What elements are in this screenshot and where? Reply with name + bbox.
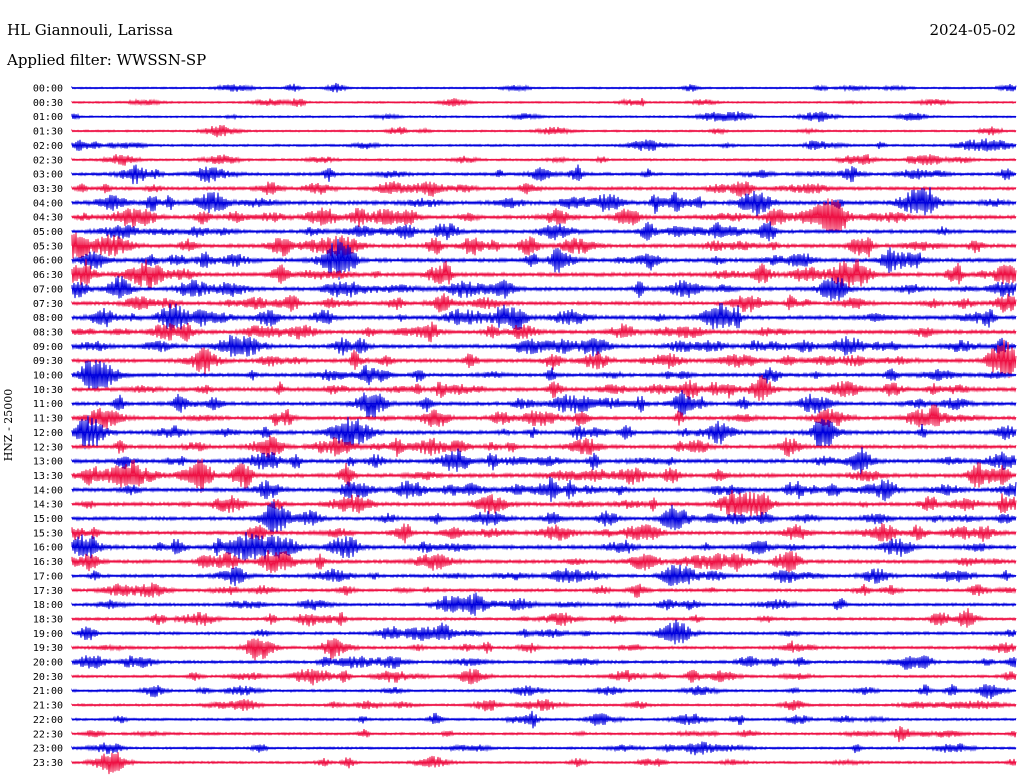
tick-label: 06:30	[33, 270, 63, 281]
tick-label: 05:00	[33, 227, 63, 238]
tick-label: 22:30	[33, 729, 63, 740]
tick-label: 14:00	[33, 485, 63, 496]
tick-label: 15:30	[33, 528, 63, 539]
tick-label: 15:00	[33, 514, 63, 525]
tick-label: 07:30	[33, 299, 63, 310]
tick-label: 04:30	[33, 213, 63, 224]
trace-line	[71, 302, 1017, 331]
tick-label: 17:30	[33, 586, 63, 597]
filter-subtitle: Applied filter: WWSSN-SP	[7, 51, 207, 69]
date-label: 2024-05-02	[929, 21, 1016, 39]
trace-line	[71, 638, 1017, 661]
tick-label: 00:00	[33, 84, 63, 95]
tick-label: 03:00	[33, 170, 63, 181]
tick-label: 16:00	[33, 543, 63, 554]
tick-label: 21:00	[33, 686, 63, 697]
tick-label: 18:00	[33, 600, 63, 611]
tick-label: 10:00	[33, 371, 63, 382]
tick-label: 06:00	[33, 256, 63, 267]
tick-label: 19:00	[33, 629, 63, 640]
traces-group	[71, 82, 1017, 775]
tick-label: 13:00	[33, 457, 63, 468]
tick-label: 17:00	[33, 571, 63, 582]
trace-line	[71, 619, 1017, 645]
tick-label: 18:30	[33, 614, 63, 625]
tick-label: 01:00	[33, 112, 63, 123]
tick-label: 21:30	[33, 701, 63, 712]
tick-label: 14:30	[33, 500, 63, 511]
tick-label: 02:30	[33, 155, 63, 166]
tick-label: 19:30	[33, 643, 63, 654]
tick-label: 11:00	[33, 399, 63, 410]
trace-line	[71, 608, 1017, 628]
tick-labels-group: 00:00 00:30 01:00 01:30 02:00 02:30 03:00 03:30…	[33, 84, 63, 769]
trace-line	[71, 374, 1017, 401]
tick-label: 12:30	[33, 442, 63, 453]
tick-label: 09:30	[33, 356, 63, 367]
tick-label: 12:00	[33, 428, 63, 439]
tick-label: 02:00	[33, 141, 63, 152]
tick-label: 03:30	[33, 184, 63, 195]
tick-label: 20:30	[33, 672, 63, 683]
tick-label: 10:30	[33, 385, 63, 396]
tick-label: 08:00	[33, 313, 63, 324]
tick-label: 05:30	[33, 241, 63, 252]
tick-label: 08:30	[33, 327, 63, 338]
tick-label: 23:00	[33, 744, 63, 755]
tick-label: 07:00	[33, 284, 63, 295]
tick-label: 01:30	[33, 127, 63, 138]
tick-label: 13:30	[33, 471, 63, 482]
tick-label: 09:00	[33, 342, 63, 353]
trace-line	[71, 684, 1017, 700]
tick-label: 00:30	[33, 98, 63, 109]
trace-line	[71, 186, 1017, 217]
tick-label: 20:00	[33, 658, 63, 669]
tick-label: 11:30	[33, 414, 63, 425]
station-title: HL Giannouli, Larissa	[7, 21, 173, 39]
tick-label: 04:00	[33, 198, 63, 209]
tick-label: 23:30	[33, 758, 63, 769]
tick-label: 16:30	[33, 557, 63, 568]
tick-label: 22:00	[33, 715, 63, 726]
